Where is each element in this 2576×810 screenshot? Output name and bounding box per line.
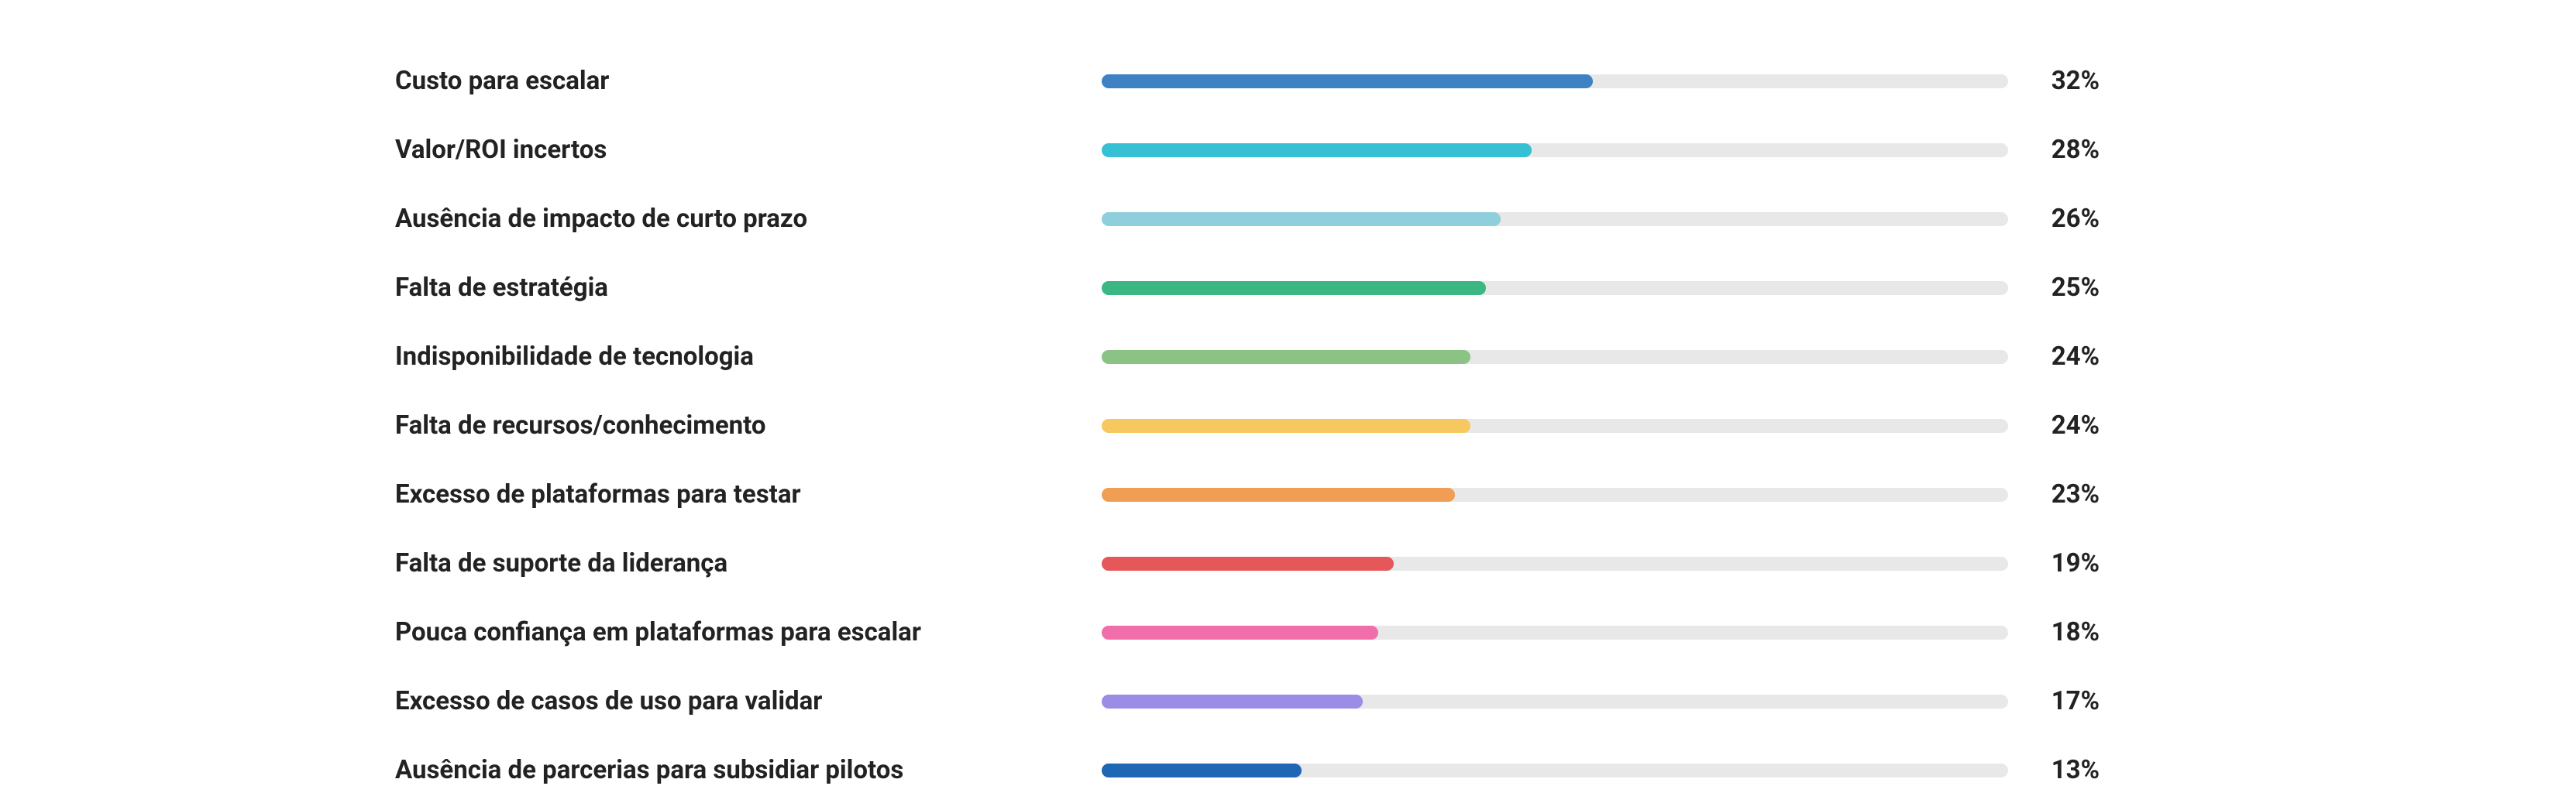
bar-track xyxy=(1102,350,2008,364)
bar-track xyxy=(1102,557,2008,571)
bar-track xyxy=(1102,419,2008,433)
bar-fill xyxy=(1102,350,1470,364)
bar-track xyxy=(1102,626,2008,640)
bar-value: 13% xyxy=(2008,755,2100,785)
bar-fill xyxy=(1102,281,1486,295)
bar-value: 24% xyxy=(2008,410,2100,441)
bar-fill xyxy=(1102,488,1455,502)
chart-row: Ausência de impacto de curto prazo 26% xyxy=(395,184,2100,253)
bar-value: 23% xyxy=(2008,479,2100,510)
bar-label: Valor/ROI incertos xyxy=(395,135,1102,165)
chart-row: Falta de recursos/conhecimento 24% xyxy=(395,391,2100,460)
bar-track xyxy=(1102,488,2008,502)
bar-label: Ausência de impacto de curto prazo xyxy=(395,204,1102,234)
bar-track xyxy=(1102,212,2008,226)
bar-fill xyxy=(1102,419,1470,433)
chart-row: Excesso de casos de uso para validar 17% xyxy=(395,667,2100,736)
horizontal-bar-chart: Custo para escalar 32% Valor/ROI incertos 2… xyxy=(395,46,2100,805)
bar-fill xyxy=(1102,695,1363,709)
bar-track xyxy=(1102,74,2008,88)
bar-value: 17% xyxy=(2008,686,2100,716)
bar-fill xyxy=(1102,626,1378,640)
chart-row: Indisponibilidade de tecnologia 24% xyxy=(395,322,2100,391)
chart-row: Falta de estratégia 25% xyxy=(395,253,2100,322)
bar-track xyxy=(1102,764,2008,777)
bar-track xyxy=(1102,695,2008,709)
chart-row: Falta de suporte da liderança 19% xyxy=(395,529,2100,598)
bar-fill xyxy=(1102,143,1532,157)
chart-row: Custo para escalar 32% xyxy=(395,46,2100,115)
chart-row: Pouca confiança em plataformas para esca… xyxy=(395,598,2100,667)
chart-row: Ausência de parcerias para subsidiar pil… xyxy=(395,736,2100,805)
bar-label: Indisponibilidade de tecnologia xyxy=(395,342,1102,372)
bar-value: 28% xyxy=(2008,135,2100,165)
bar-label: Falta de recursos/conhecimento xyxy=(395,410,1102,441)
bar-track xyxy=(1102,143,2008,157)
chart-row: Excesso de plataformas para testar 23% xyxy=(395,460,2100,529)
bar-value: 26% xyxy=(2008,204,2100,234)
bar-fill xyxy=(1102,557,1394,571)
bar-fill xyxy=(1102,212,1501,226)
bar-label: Falta de estratégia xyxy=(395,273,1102,303)
bar-label: Ausência de parcerias para subsidiar pil… xyxy=(395,755,1102,785)
bar-label: Custo para escalar xyxy=(395,66,1102,96)
bar-value: 32% xyxy=(2008,66,2100,96)
bar-value: 25% xyxy=(2008,273,2100,303)
chart-row: Valor/ROI incertos 28% xyxy=(395,115,2100,184)
bar-label: Pouca confiança em plataformas para esca… xyxy=(395,617,1102,647)
bar-label: Excesso de casos de uso para validar xyxy=(395,686,1102,716)
bar-fill xyxy=(1102,74,1594,88)
bar-value: 19% xyxy=(2008,548,2100,578)
bar-value: 18% xyxy=(2008,617,2100,647)
bar-label: Falta de suporte da liderança xyxy=(395,548,1102,578)
bar-track xyxy=(1102,281,2008,295)
bar-value: 24% xyxy=(2008,342,2100,372)
bar-label: Excesso de plataformas para testar xyxy=(395,479,1102,510)
bar-fill xyxy=(1102,764,1302,777)
